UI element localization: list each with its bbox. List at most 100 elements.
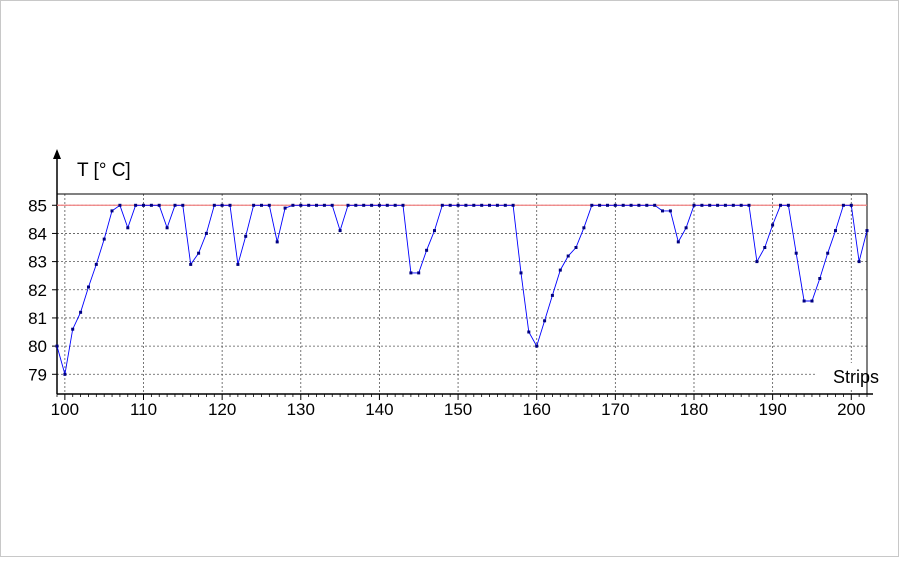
data-point xyxy=(716,203,720,207)
data-point xyxy=(433,229,436,233)
data-point xyxy=(220,203,224,207)
data-point xyxy=(511,203,515,207)
data-point xyxy=(252,203,256,207)
data-point xyxy=(456,203,460,207)
data-point xyxy=(63,372,67,376)
data-point xyxy=(181,203,185,207)
data-point xyxy=(574,246,578,249)
x-axis-label: Strips xyxy=(833,367,879,387)
data-point xyxy=(307,203,311,207)
data-point xyxy=(535,344,539,348)
data-point xyxy=(503,203,507,207)
data-point xyxy=(228,203,232,207)
y-tick-label: 84 xyxy=(28,224,47,243)
data-point xyxy=(134,203,138,207)
data-point xyxy=(731,203,735,207)
data-point xyxy=(527,330,531,334)
labels-layer: T [° C] Strips xyxy=(77,160,879,387)
data-point xyxy=(275,240,279,244)
y-tick-label: 80 xyxy=(28,337,47,356)
data-point xyxy=(488,203,491,207)
data-point xyxy=(480,203,484,207)
data-point xyxy=(826,251,830,255)
data-point xyxy=(260,203,263,207)
data-point xyxy=(723,203,727,207)
data-point xyxy=(283,206,287,210)
data-point xyxy=(582,226,586,230)
data-point xyxy=(543,319,547,323)
data-point xyxy=(763,246,767,249)
data-point xyxy=(157,203,161,207)
data-point xyxy=(708,203,712,207)
data-point xyxy=(401,203,405,207)
data-point xyxy=(613,203,617,207)
data-point xyxy=(393,203,397,207)
data-point xyxy=(676,240,680,244)
data-point xyxy=(362,203,366,207)
data-point xyxy=(747,203,751,207)
data-point xyxy=(802,299,806,303)
data-point xyxy=(519,271,523,275)
data-point xyxy=(244,234,248,238)
data-point xyxy=(126,226,130,230)
data-point xyxy=(118,203,122,207)
x-tick-label: 170 xyxy=(601,400,629,419)
data-point xyxy=(385,203,389,207)
data-point xyxy=(94,262,98,266)
data-point xyxy=(739,203,743,207)
data-point xyxy=(370,203,374,207)
data-point xyxy=(786,203,790,207)
data-point xyxy=(472,203,476,207)
data-point xyxy=(779,203,782,207)
y-tick-label: 85 xyxy=(28,196,47,215)
x-tick-label: 190 xyxy=(758,400,786,419)
data-point xyxy=(700,203,704,207)
data-point xyxy=(621,203,625,207)
data-point xyxy=(338,229,342,233)
data-point xyxy=(212,203,216,207)
x-tick-label: 110 xyxy=(130,400,157,419)
x-tick-label: 130 xyxy=(287,400,315,419)
data-point xyxy=(299,203,303,207)
data-point xyxy=(102,237,106,241)
x-tick-label: 100 xyxy=(51,400,79,419)
x-tick-label: 200 xyxy=(837,400,865,419)
data-point xyxy=(645,203,649,207)
data-point xyxy=(204,231,208,235)
y-tick-label: 82 xyxy=(28,281,47,300)
y-tick-label: 83 xyxy=(28,253,47,272)
data-point xyxy=(79,310,83,314)
data-point xyxy=(291,203,295,207)
data-point xyxy=(440,203,444,207)
data-point xyxy=(566,254,570,258)
y-tick-label: 79 xyxy=(28,365,47,384)
data-point xyxy=(865,229,869,233)
grid xyxy=(57,194,867,394)
data-point xyxy=(464,203,468,207)
y-axis-label: T [° C] xyxy=(77,160,131,181)
axes: 100 110 120 130 140 150 160 170 180 190 200 79 80 81 8… xyxy=(28,149,873,419)
data-point xyxy=(417,271,421,275)
data-point xyxy=(661,209,664,213)
data-point xyxy=(236,262,240,266)
data-point xyxy=(189,262,193,266)
data-point xyxy=(771,223,775,227)
data-point xyxy=(87,285,90,289)
data-point xyxy=(330,203,334,207)
data-point xyxy=(598,203,602,207)
x-tick-label: 140 xyxy=(365,400,393,419)
data-point xyxy=(606,203,609,207)
y-axis-arrow xyxy=(53,149,61,159)
data-point xyxy=(322,203,326,207)
data-point xyxy=(409,271,413,275)
data-point xyxy=(653,203,657,207)
data-point xyxy=(849,203,853,207)
series-layer xyxy=(55,203,869,376)
x-tick-label: 120 xyxy=(208,400,236,419)
data-point xyxy=(173,203,177,207)
data-point xyxy=(71,327,75,331)
data-point xyxy=(354,203,358,207)
data-point xyxy=(197,251,201,255)
